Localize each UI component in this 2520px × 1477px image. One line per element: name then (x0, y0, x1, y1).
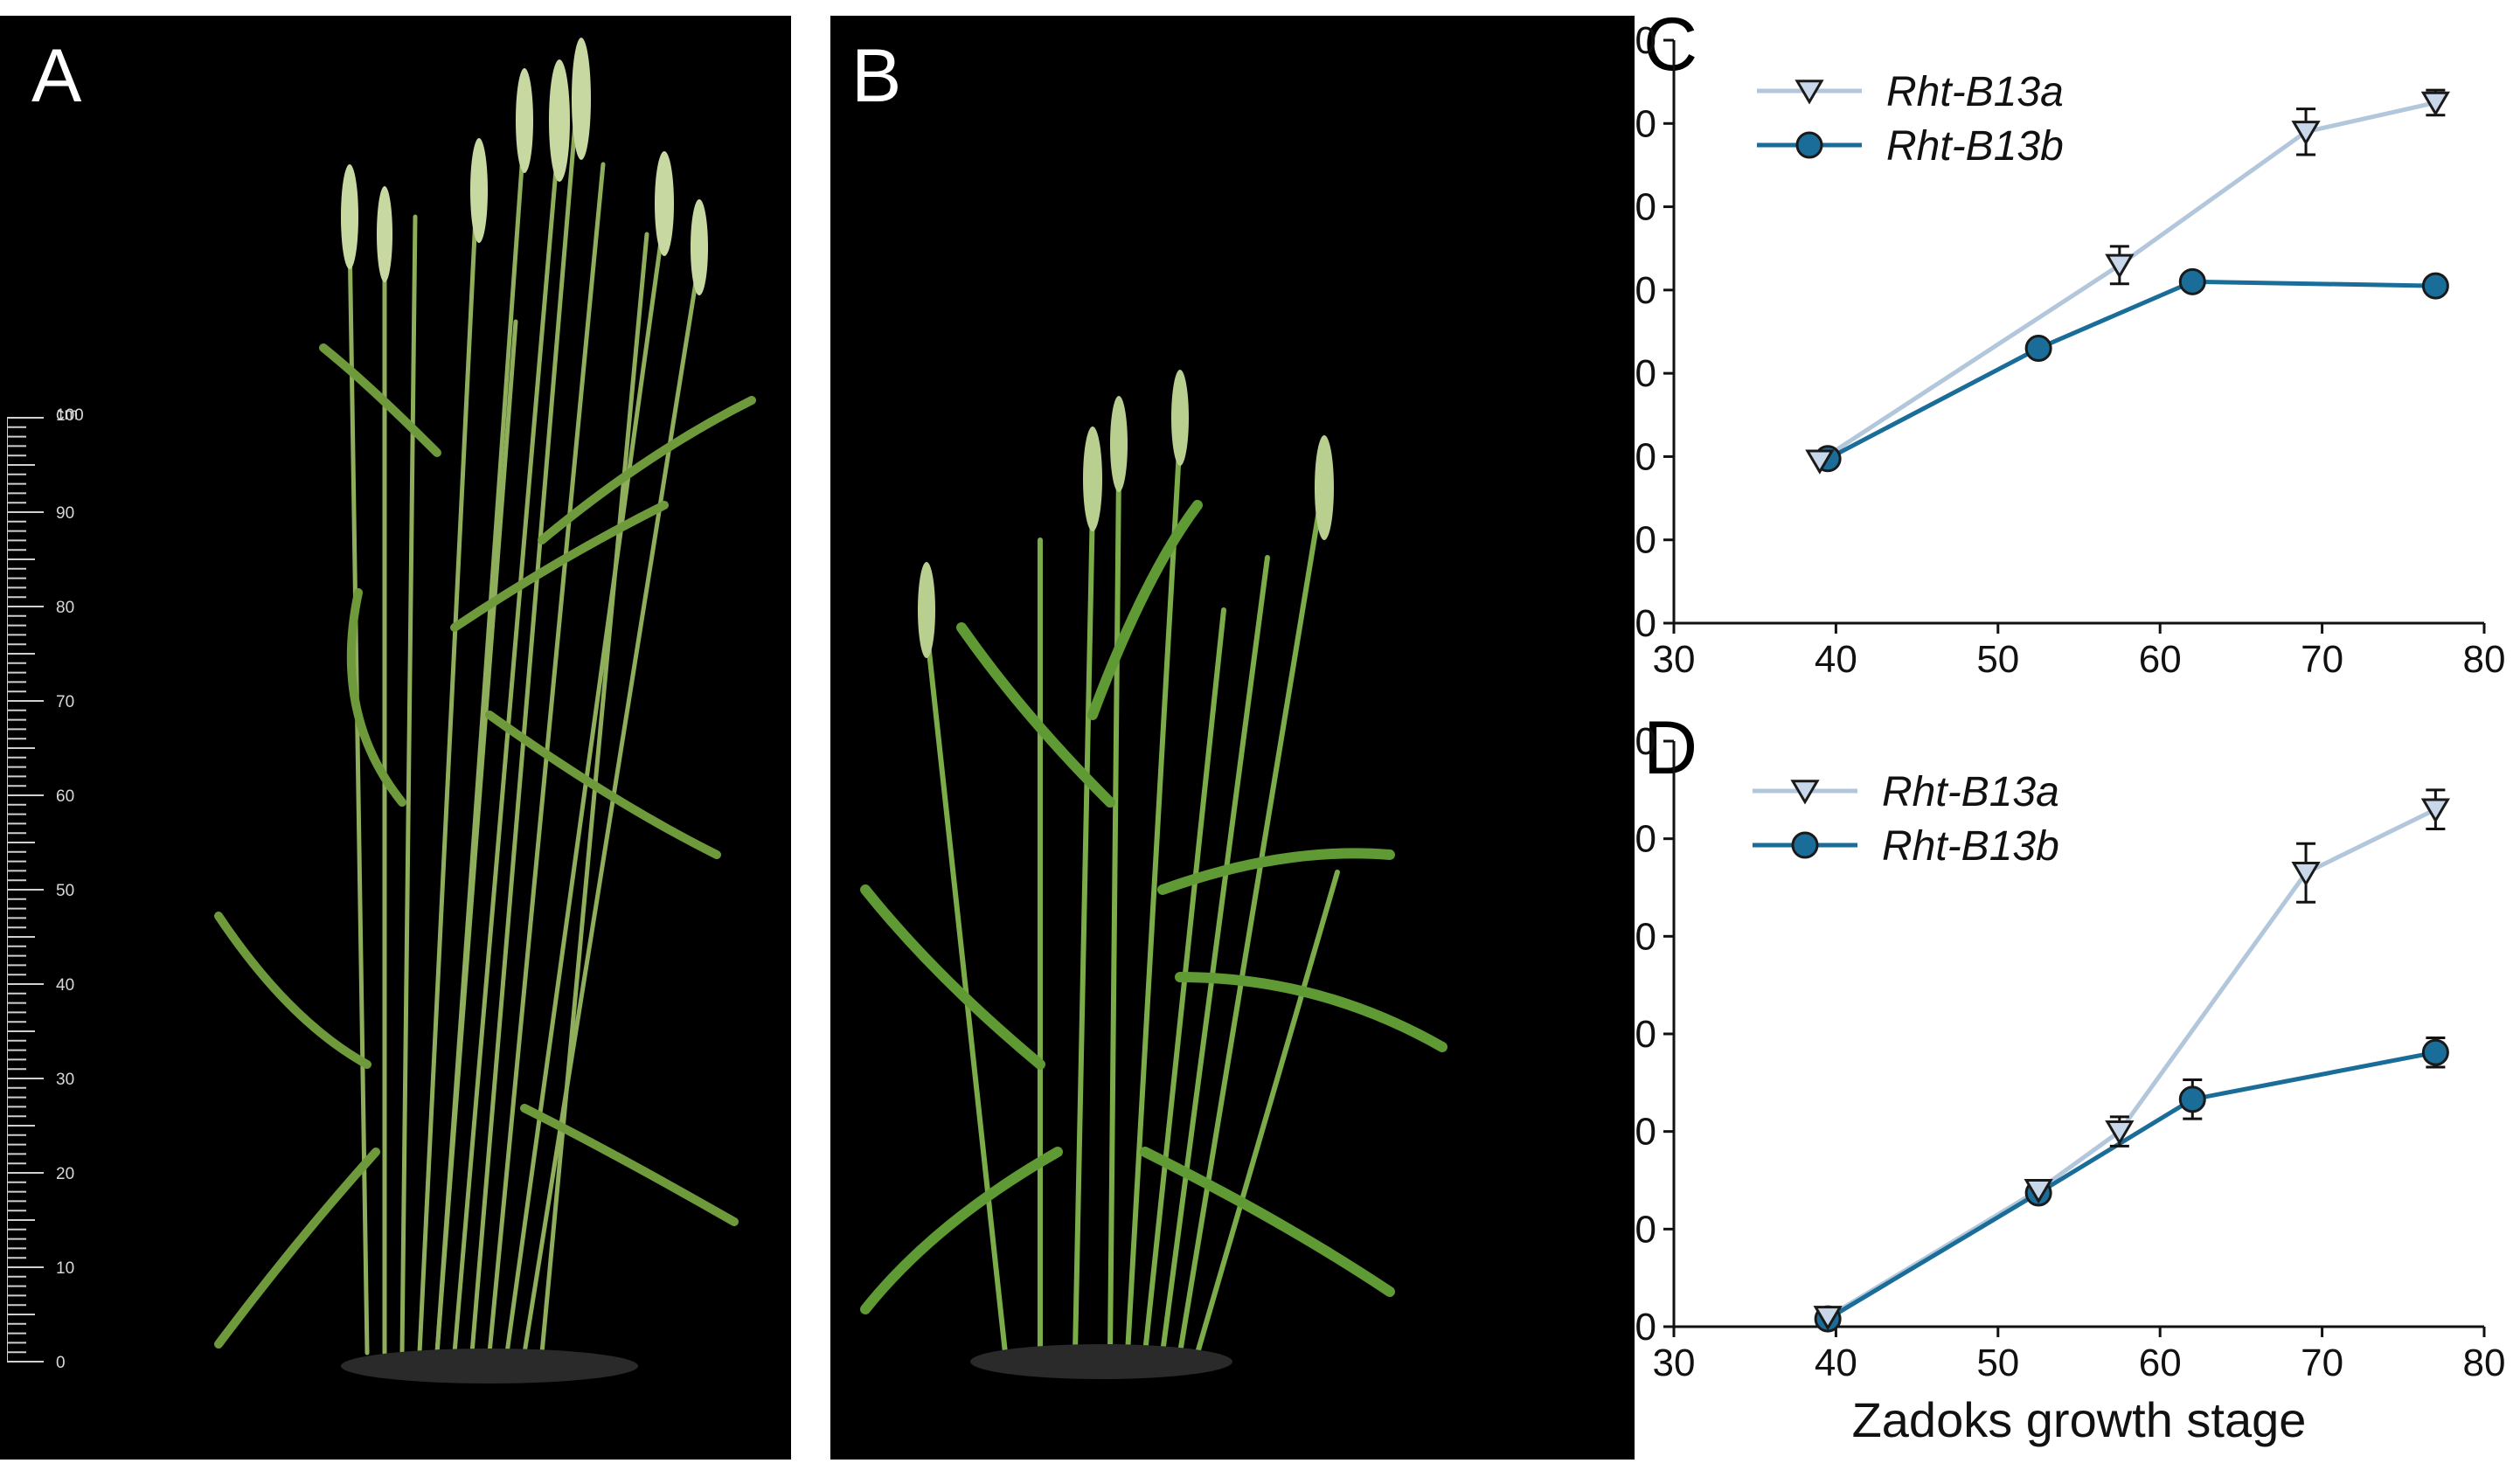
ruler-label: 20 (56, 1165, 74, 1183)
x-tick-label: 40 (1815, 638, 1857, 681)
data-point-rht-b13a (1805, 449, 1835, 475)
x-tick-label: 50 (1976, 1342, 2019, 1384)
series-line-rht-b13a (1826, 807, 2437, 1319)
y-tick-label: 80 (1635, 269, 1656, 312)
data-point-rht-b13a (2024, 1178, 2053, 1204)
ruler-label: 90 (56, 504, 74, 523)
y-tick-label: 30 (1635, 1013, 1656, 1056)
x-tick-label: 60 (2139, 1342, 2182, 1384)
x-tick-label: 60 (2139, 638, 2182, 681)
y-tick-label: 50 (1635, 818, 1656, 861)
series-line-rht-b13a (1818, 101, 2436, 463)
x-tick-label: 70 (2301, 638, 2343, 681)
x-tick-label: 80 (2463, 638, 2506, 681)
y-tick-label: 120 (1635, 102, 1656, 145)
ruler-label: 100 (56, 406, 84, 425)
ruler-label: 50 (56, 882, 74, 900)
data-point-rht-b13b (2421, 272, 2449, 300)
legend-label-rht-b13a: Rht-B13a (1886, 69, 2064, 115)
y-tick-label: 0 (1635, 602, 1656, 645)
data-point-rht-b13b (2178, 267, 2206, 295)
data-point-rht-b13a (2105, 253, 2135, 279)
ruler-label: 40 (56, 976, 74, 995)
y-tick-label: 140 (1635, 19, 1656, 62)
legend-marker-rht-b13b (1795, 131, 1823, 159)
x-tick-label: 80 (2463, 1342, 2506, 1384)
ruler-unit: cm (56, 406, 78, 424)
y-tick-label: 40 (1635, 915, 1656, 958)
x-tick-label: 40 (1815, 1342, 1857, 1384)
data-point-rht-b13a (2420, 91, 2451, 117)
y-tick-label: 40 (1635, 435, 1656, 478)
line-charts: C D 020406080100120140304050607080stem l… (1635, 3, 2505, 1447)
legend-marker-rht-b13a (1790, 780, 1820, 805)
y-tick-label: 20 (1635, 1111, 1656, 1154)
data-point-rht-b13a (2291, 121, 2321, 146)
data-point-rht-b13b (2421, 1038, 2449, 1066)
x-axis-title: Zadoks growth stage (1852, 1392, 2307, 1447)
ruler-label: 70 (56, 693, 74, 711)
photo-panel-a: A 100 90 80 70 60 50 40 30 20 10 0 cm (0, 16, 791, 1460)
x-tick-label: 70 (2301, 1342, 2343, 1384)
x-tick-label: 30 (1653, 1342, 1696, 1384)
panel-label-d: D (1643, 706, 1697, 790)
y-tick-label: 100 (1635, 186, 1656, 229)
data-point-rht-b13a (1813, 1306, 1843, 1331)
legend-label-rht-b13a: Rht-B13a (1882, 769, 2059, 815)
y-tick-label: 0 (1635, 1306, 1656, 1349)
legend-marker-rht-b13b (1791, 831, 1819, 859)
plant-pot (970, 1344, 1232, 1379)
panel-label-c: C (1643, 3, 1697, 87)
x-tick-label: 50 (1976, 638, 2019, 681)
series-line-rht-b13b (1826, 1050, 2436, 1321)
chart-d-peduncle-length: 0102030405060304050607080peduncle length… (1635, 720, 2505, 1447)
data-point-rht-b13a (2105, 1120, 2135, 1146)
wheat-plant-tall (214, 38, 756, 1383)
wheat-plant-short (860, 370, 1447, 1379)
ruler-label: 0 (56, 1354, 66, 1372)
series-line-rht-b13b (1826, 279, 2436, 461)
plant-pot (341, 1349, 638, 1383)
ruler-label: 10 (56, 1259, 74, 1278)
chart-c-stem-length: 020406080100120140304050607080stem lengt… (1635, 19, 2505, 681)
data-point-rht-b13b (2024, 335, 2052, 363)
panel-label-b: B (851, 34, 902, 118)
data-point-rht-b13a (2420, 798, 2451, 823)
x-tick-label: 30 (1653, 638, 1696, 681)
legend-marker-rht-b13a (1795, 80, 1824, 105)
legend-label-rht-b13b: Rht-B13b (1882, 823, 2059, 870)
legend-label-rht-b13b: Rht-B13b (1886, 123, 2064, 170)
ruler-label: 60 (56, 787, 74, 806)
panel-label-a: A (31, 34, 82, 118)
y-tick-label: 20 (1635, 519, 1656, 562)
data-point-rht-b13a (2291, 862, 2321, 887)
y-tick-label: 60 (1635, 720, 1656, 763)
y-tick-label: 10 (1635, 1208, 1656, 1251)
data-point-rht-b13b (2178, 1085, 2206, 1113)
ruler-label: 30 (56, 1071, 74, 1089)
photo-panel-b: B (830, 16, 1635, 1460)
ruler-label: 80 (56, 599, 74, 617)
y-tick-label: 60 (1635, 352, 1656, 395)
